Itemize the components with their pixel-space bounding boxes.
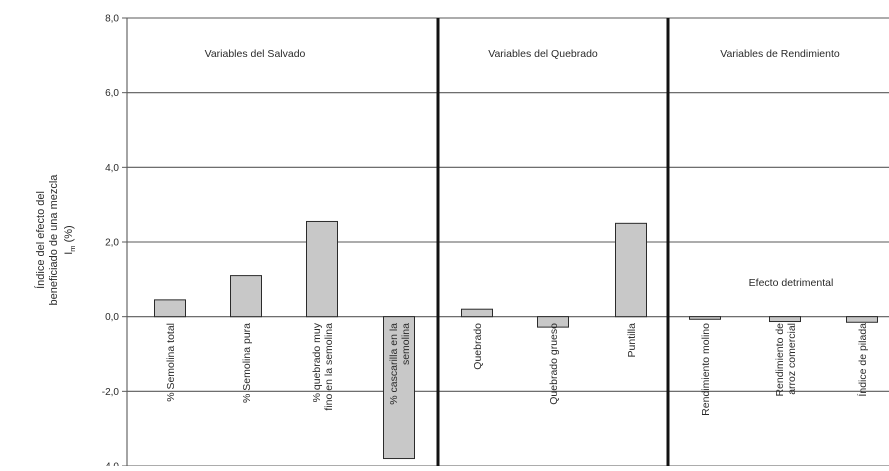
group-label: Variables del Quebrado — [488, 48, 598, 60]
y-tick-label: 4,0 — [105, 163, 119, 174]
bar — [383, 316, 415, 460]
y-axis-title-unit: (%) — [63, 225, 75, 245]
category-label: fino en la semolina — [323, 323, 335, 411]
y-tick-label: 6,0 — [105, 88, 119, 99]
y-axis-title-line: Índice del efecto del — [34, 191, 47, 289]
y-tick-label: -2,0 — [102, 387, 120, 398]
annotation-label: Efecto detrimental — [749, 277, 834, 289]
y-tick-label: 8,0 — [105, 14, 119, 25]
category-label: semolina — [400, 323, 412, 365]
y-tick-label: 2,0 — [105, 238, 119, 249]
group-label: Variables de Rendimiento — [720, 48, 840, 60]
category-label: Rendimiento de — [774, 323, 786, 397]
category-label: arroz comercial — [786, 323, 798, 395]
y-axis-title-symbol: I — [63, 252, 75, 255]
y-tick-label: -4,0 — [102, 462, 120, 467]
bar — [230, 275, 262, 318]
bar — [615, 222, 647, 318]
category-label: % quebrado muy — [311, 322, 323, 402]
bar — [689, 316, 721, 320]
y-tick-label: 0,0 — [105, 312, 119, 323]
category-label: Puntilla — [626, 323, 638, 358]
y-axis-title-line: Im (%) — [63, 225, 77, 254]
bar — [769, 316, 801, 323]
bar — [154, 299, 186, 318]
bar — [846, 316, 878, 323]
bar — [537, 316, 569, 328]
category-label: Quebrado — [472, 323, 484, 370]
category-label: Quebrado grueso — [548, 323, 560, 405]
category-label: % cascarilla en la — [388, 323, 400, 405]
group-label: Variables del Salvado — [205, 48, 306, 60]
category-label: Rendimiento molino — [700, 323, 712, 416]
category-label: % Semolina total — [165, 323, 177, 402]
bar — [306, 220, 338, 318]
bar — [461, 308, 493, 318]
category-label: Índice de pilada — [856, 323, 869, 397]
y-axis-title-line: beneficiado de una mezcla — [48, 174, 60, 306]
y-axis-title-subscript: m — [68, 245, 77, 251]
category-label: % Semolina pura — [241, 323, 253, 403]
